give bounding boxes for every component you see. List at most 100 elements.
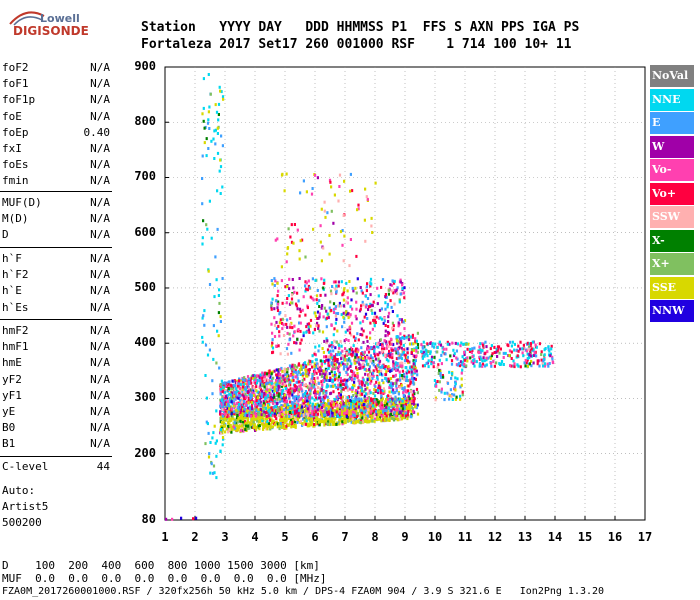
param-value: N/A (90, 340, 110, 354)
echo-point (254, 417, 257, 421)
echo-point (328, 252, 331, 256)
echo-point (470, 351, 473, 355)
echo-point (300, 338, 303, 342)
echo-point (357, 203, 360, 207)
x-tick-label: 1 (161, 530, 169, 544)
echo-point (352, 350, 355, 354)
echo-point (313, 367, 316, 371)
echo-point (314, 405, 317, 409)
echo-point (215, 278, 218, 282)
echo-point (276, 281, 279, 285)
echo-point (225, 399, 228, 403)
echo-point (309, 401, 312, 405)
echo-point (319, 293, 322, 297)
echo-point (320, 306, 323, 310)
echo-point (349, 189, 352, 193)
echo-point (228, 404, 231, 408)
echo-point (237, 386, 240, 390)
echo-point (403, 415, 406, 419)
echo-point (245, 389, 248, 393)
echo-point (430, 362, 433, 366)
echo-point (370, 282, 373, 286)
echo-point (233, 390, 236, 394)
echo-point (270, 301, 273, 305)
echo-point (412, 348, 415, 352)
echo-point (424, 348, 427, 352)
echo-point (289, 301, 293, 305)
echo-point (258, 379, 261, 383)
echo-point (305, 406, 308, 410)
echo-point (385, 370, 388, 374)
echo-point (370, 416, 373, 420)
echo-point (226, 381, 229, 385)
echo-point (218, 301, 221, 305)
echo-point (397, 365, 400, 369)
echo-point (265, 390, 268, 394)
echo-point (355, 391, 358, 395)
echo-point (350, 414, 353, 418)
echo-point (306, 394, 309, 398)
echo-point (364, 387, 367, 391)
echo-point (287, 407, 290, 411)
echo-point (346, 385, 349, 389)
echo-point (212, 431, 215, 435)
echo-point (403, 386, 406, 390)
echo-point (357, 207, 360, 211)
echo-point (454, 341, 457, 345)
echo-point (278, 334, 281, 338)
echo-point (354, 420, 357, 424)
echo-point (222, 398, 225, 402)
echo-point (271, 414, 274, 418)
echo-point (360, 289, 363, 293)
echo-point (400, 346, 403, 350)
echo-point (330, 185, 333, 189)
echo-point (378, 362, 381, 366)
echo-point (332, 307, 336, 311)
echo-point (395, 368, 398, 371)
echo-point (413, 360, 416, 364)
echo-point (220, 379, 223, 383)
echo-point (305, 370, 308, 374)
echo-point (348, 331, 352, 335)
echo-point (269, 396, 272, 399)
echo-point (416, 343, 420, 346)
echo-point (266, 381, 269, 385)
echo-point (395, 416, 398, 420)
param-d: D N/A (2, 228, 110, 242)
echo-point (313, 352, 316, 356)
echo-point (283, 421, 286, 425)
echo-point (346, 373, 349, 377)
echo-point (336, 360, 339, 364)
echo-point (273, 423, 276, 427)
echo-point (271, 282, 274, 286)
echo-point (304, 390, 307, 393)
echo-point (250, 381, 253, 385)
echo-point (343, 407, 346, 411)
echo-point (261, 375, 264, 379)
echo-point (286, 403, 289, 407)
echo-point (400, 357, 404, 361)
param-value: N/A (90, 437, 110, 451)
echo-point (227, 387, 230, 390)
echo-point (320, 364, 323, 368)
echo-point (302, 393, 305, 397)
echo-point (364, 416, 368, 420)
echo-point (454, 388, 457, 392)
echo-point (271, 419, 275, 423)
echo-point (352, 344, 355, 348)
echo-point (252, 374, 255, 378)
echo-point (244, 382, 247, 385)
echo-point (336, 395, 340, 399)
separator (0, 247, 112, 248)
echo-point (354, 338, 357, 342)
legend-vo: Vo- (650, 159, 694, 181)
echo-point (394, 395, 397, 399)
echo-point (316, 317, 319, 320)
echo-point (338, 411, 341, 415)
echo-point (279, 392, 282, 396)
echo-point (350, 298, 353, 302)
echo-point (226, 400, 229, 404)
echo-point (456, 357, 459, 361)
echo-point (291, 376, 294, 379)
echo-point (352, 335, 355, 339)
